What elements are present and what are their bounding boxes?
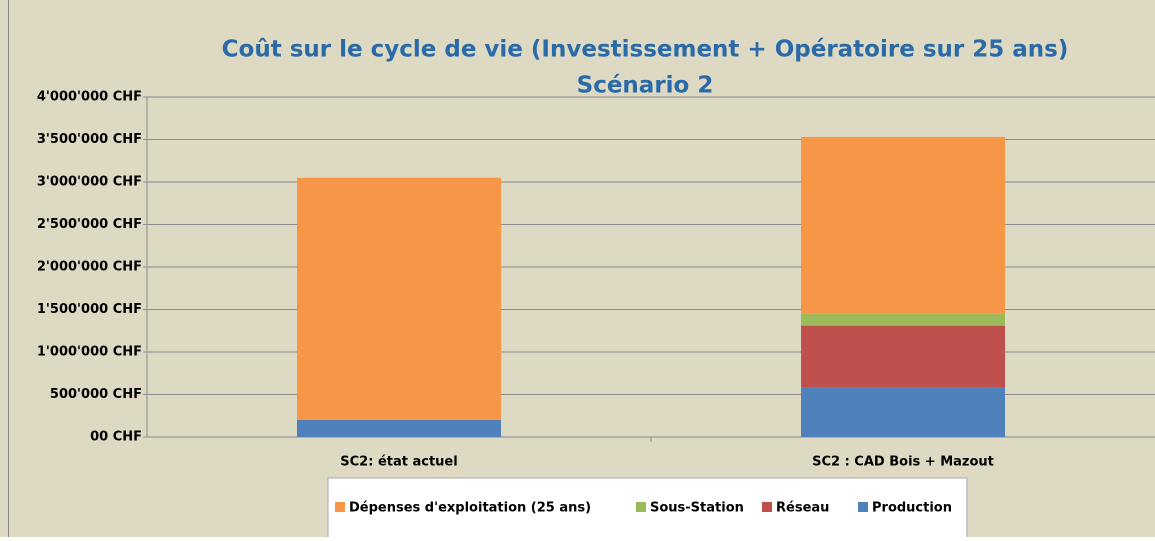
legend-swatch [858, 502, 868, 512]
y-tick-label: 00 CHF [90, 430, 142, 445]
legend-label: Réseau [776, 501, 829, 516]
legend-label: Production [872, 501, 952, 516]
bar-segment [801, 325, 1005, 388]
bar-segment [297, 177, 501, 420]
x-tick-label: SC2 : CAD Bois + Mazout [812, 455, 994, 470]
y-tick-label: 2'000'000 CHF [37, 260, 142, 275]
y-tick-label: 1'000'000 CHF [37, 345, 142, 360]
y-tick-label: 500'000 CHF [50, 387, 142, 402]
bar-segment [801, 136, 1005, 314]
bar-segment [801, 313, 1005, 326]
bar-segment [297, 420, 501, 437]
bar-segment [801, 387, 1005, 437]
y-tick-label: 3'500'000 CHF [37, 132, 142, 147]
legend-swatch [636, 502, 646, 512]
x-tick-label: SC2: état actuel [340, 455, 457, 470]
y-tick-label: 2'500'000 CHF [37, 217, 142, 232]
chart-subtitle: Scénario 2 [577, 73, 714, 99]
y-tick-label: 1'500'000 CHF [37, 302, 142, 317]
chart-title: Coût sur le cycle de vie (Investissement… [222, 37, 1069, 63]
legend-swatch [762, 502, 772, 512]
legend-swatch [335, 502, 345, 512]
legend-label: Dépenses d'exploitation (25 ans) [349, 501, 591, 516]
y-tick-label: 3'000'000 CHF [37, 175, 142, 190]
legend-label: Sous-Station [650, 501, 744, 516]
y-tick-label: 4'000'000 CHF [37, 90, 142, 105]
